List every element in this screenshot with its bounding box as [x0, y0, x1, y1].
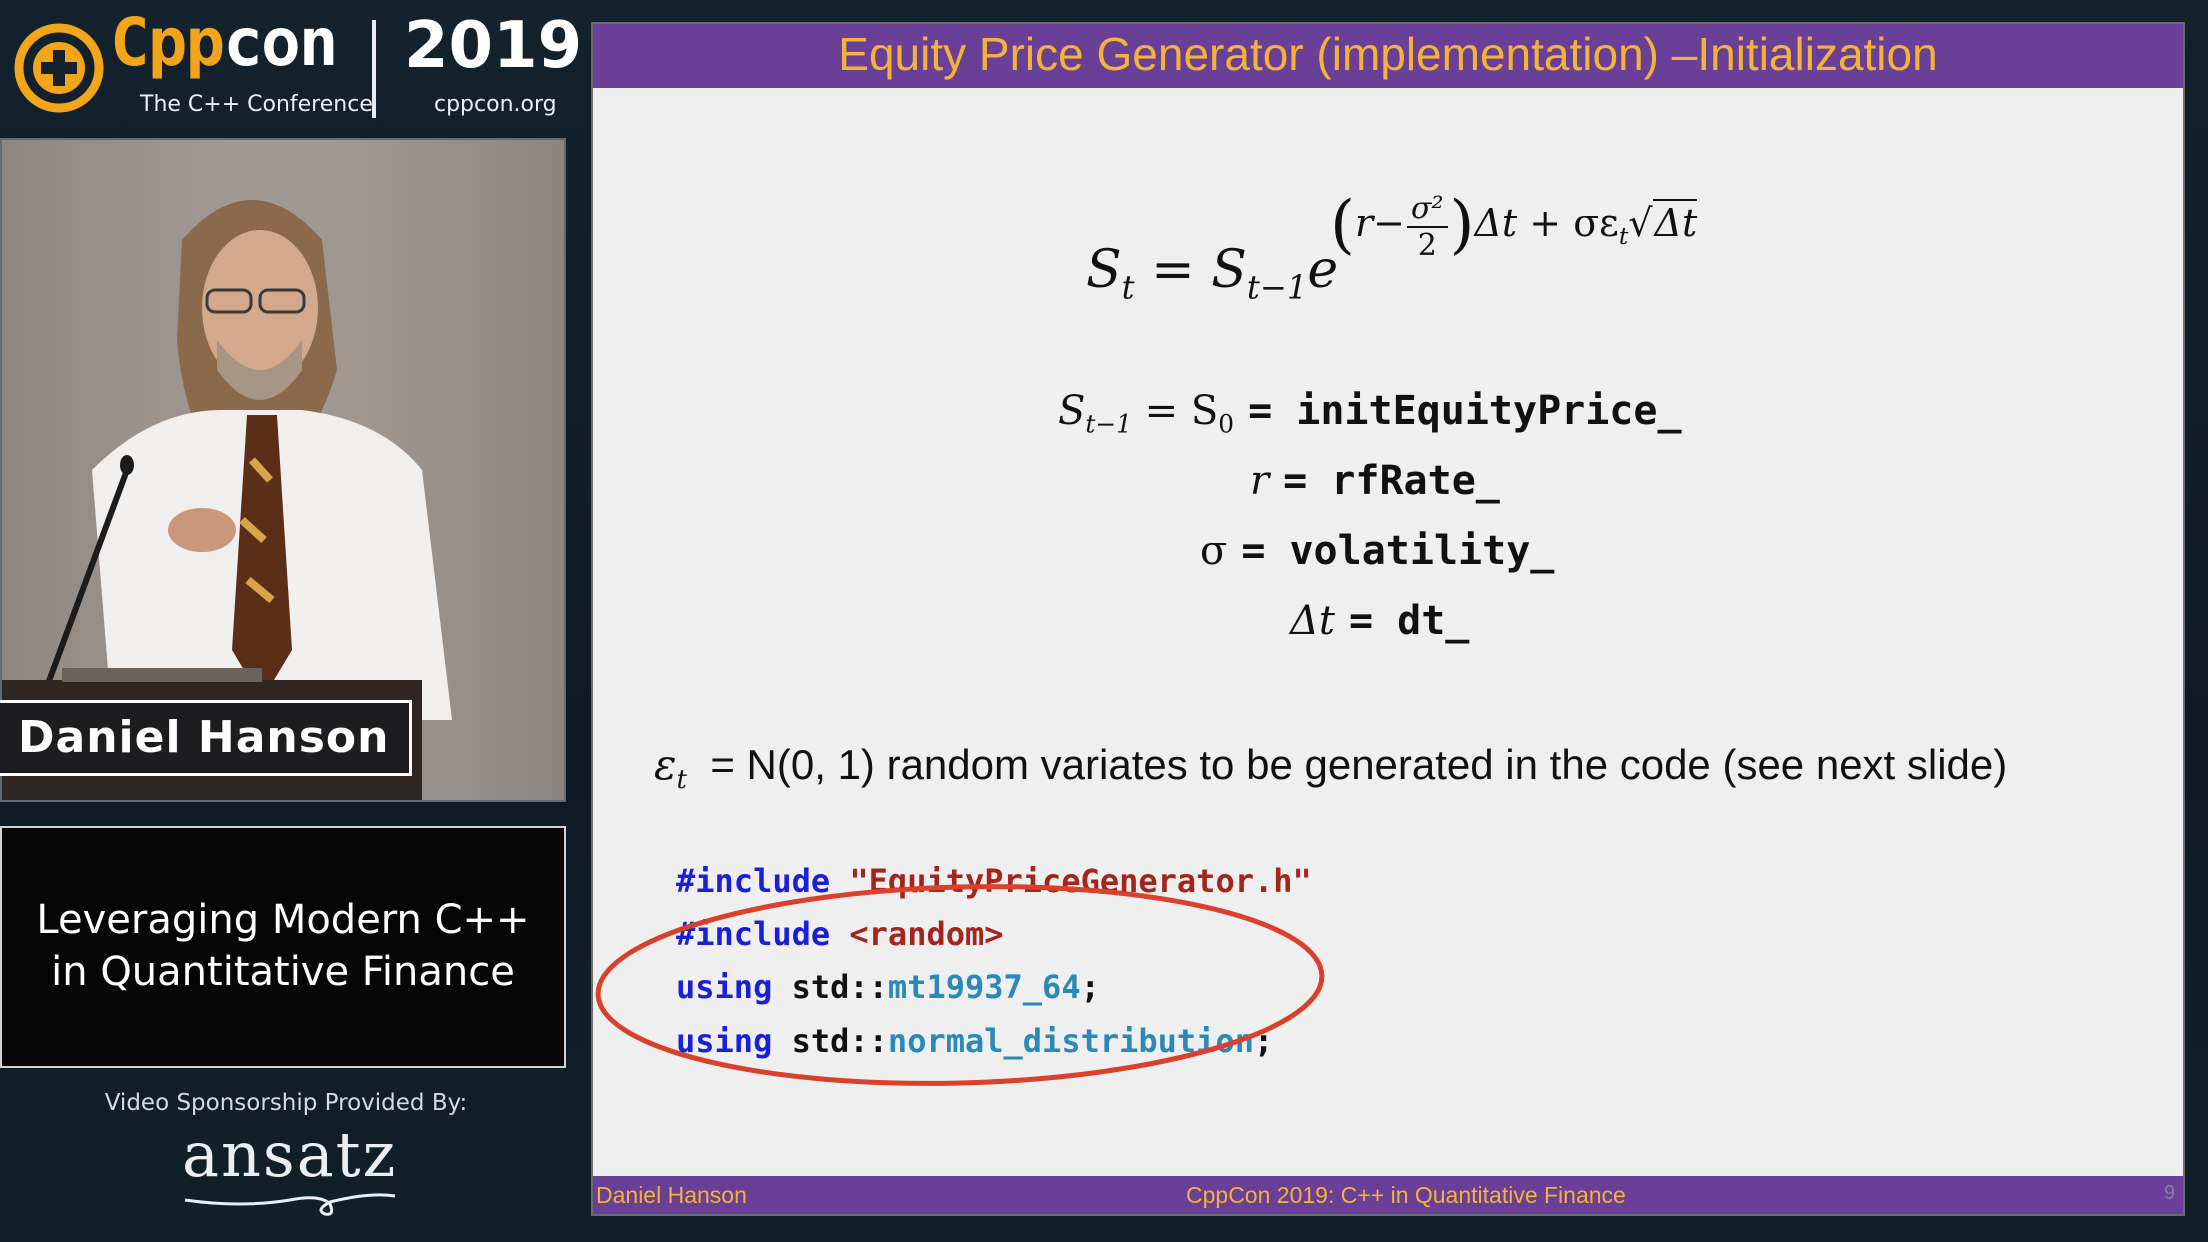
logo-divider — [372, 20, 376, 118]
code-kw: using — [676, 968, 773, 1006]
eps-text: = N(0, 1) random variates to be generate… — [710, 741, 2008, 788]
code-semicolon: ; — [1080, 968, 1100, 1006]
definition-row-s0: St−1 = S0 = initEquityPrice_ — [1058, 388, 1682, 439]
eps-sub: t — [676, 765, 688, 796]
def-s: S — [1058, 388, 1086, 434]
talk-title: Leveraging Modern C++ in Quantitative Fi… — [0, 894, 566, 998]
sponsor-logo: ansatz — [182, 1118, 398, 1191]
eq-lhs: S — [1086, 240, 1122, 300]
exp-open-paren: ( — [1330, 188, 1355, 262]
eq-lhs-sub: t — [1121, 268, 1135, 307]
def-s0: = S — [1144, 388, 1219, 434]
exp-eps-sub: t — [1618, 222, 1629, 251]
code-namespace: std:: — [772, 1022, 888, 1060]
sqrt-icon: √ — [1628, 201, 1653, 245]
eps-symbol: ε — [654, 740, 677, 789]
definition-row-dt: Δt = dt_ — [1290, 598, 1469, 644]
presentation-slide — [591, 22, 2185, 1216]
eq-rhs: S — [1211, 240, 1247, 300]
exp-dt: Δt — [1474, 201, 1518, 245]
speaker-name: Daniel Hanson — [18, 712, 390, 763]
slide-title: Equity Price Generator (implementation) … — [838, 28, 1938, 80]
code-kw: #include — [676, 862, 831, 900]
def-sigma: σ — [1200, 528, 1228, 574]
sponsor-swash-icon — [184, 1193, 396, 1216]
slide-header-bar — [593, 24, 2183, 88]
exp-close-paren: ) — [1449, 188, 1475, 262]
footer-page-number: 9 — [2164, 1182, 2176, 1204]
eq-e: e — [1307, 240, 1339, 300]
exp-fraction: σ² 2 — [1406, 191, 1448, 263]
def-r: r — [1250, 458, 1270, 504]
logo-wordmark: Cppcon — [110, 10, 338, 76]
cppcon-plus-icon — [14, 23, 104, 113]
code-line-3: using std::mt19937_64; — [676, 968, 1100, 1006]
highlight-ellipse-annotation — [595, 884, 1325, 1086]
talk-title-box — [0, 826, 566, 1068]
main-equation: St = St−1e — [1086, 240, 1338, 306]
sponsor-label: Video Sponsorship Provided By: — [104, 1090, 468, 1116]
code-string: "EquityPriceGenerator.h" — [849, 862, 1312, 900]
logo-year: 2019 — [404, 9, 583, 83]
epsilon-description: εt = N(0, 1) random variates to be gener… — [654, 740, 2007, 795]
def-code-rf-rate: = rfRate_ — [1283, 458, 1500, 504]
footer-author: Daniel Hanson — [596, 1182, 747, 1208]
code-namespace: std:: — [772, 968, 888, 1006]
definition-row-sigma: σ = volatility_ — [1200, 528, 1554, 574]
code-line-1: #include "EquityPriceGenerator.h" — [676, 862, 1312, 900]
exp-plus-sigma-eps: + σε — [1529, 201, 1619, 245]
speaker-name-plate — [0, 700, 412, 776]
slide-footer-bar — [593, 1176, 2183, 1214]
footer-conference: CppCon 2019: C++ in Quantitative Finance — [1186, 1182, 1626, 1208]
code-type: mt19937_64 — [887, 968, 1081, 1006]
definition-row-r: r = rfRate_ — [1250, 458, 1500, 504]
exp-frac-den: 2 — [1417, 227, 1437, 263]
equation-exponent: (r− σ² 2)Δt + σεt√Δt — [1330, 188, 1698, 263]
eq-equals: = — [1151, 240, 1195, 300]
def-s0-sub: 0 — [1218, 409, 1235, 439]
exp-r: r — [1354, 201, 1374, 245]
logo-site: cppcon.org — [434, 92, 557, 117]
exp-minus: − — [1373, 201, 1405, 245]
cppcon-logo: Cppcon The C++ Conference 2019 cppcon.or… — [0, 0, 582, 136]
exp-sqrt-arg: Δt — [1652, 199, 1698, 245]
def-s-sub: t−1 — [1085, 409, 1132, 439]
logo-con: con — [223, 4, 338, 81]
talk-title-line1: Leveraging Modern C++ — [36, 897, 530, 943]
def-dt: Δt — [1290, 598, 1335, 644]
logo-subtitle: The C++ Conference — [140, 92, 373, 117]
exp-frac-num: σ² — [1406, 191, 1448, 228]
def-code-init-equity-price: = initEquityPrice_ — [1248, 388, 1682, 434]
code-kw: using — [676, 1022, 773, 1060]
code-string: <random> — [849, 915, 1004, 953]
eq-rhs-sub: t−1 — [1246, 268, 1308, 307]
def-code-dt: = dt_ — [1348, 598, 1470, 644]
talk-title-line2: in Quantitative Finance — [51, 949, 515, 995]
def-code-volatility: = volatility_ — [1241, 528, 1555, 574]
logo-cpp: Cpp — [110, 4, 225, 81]
